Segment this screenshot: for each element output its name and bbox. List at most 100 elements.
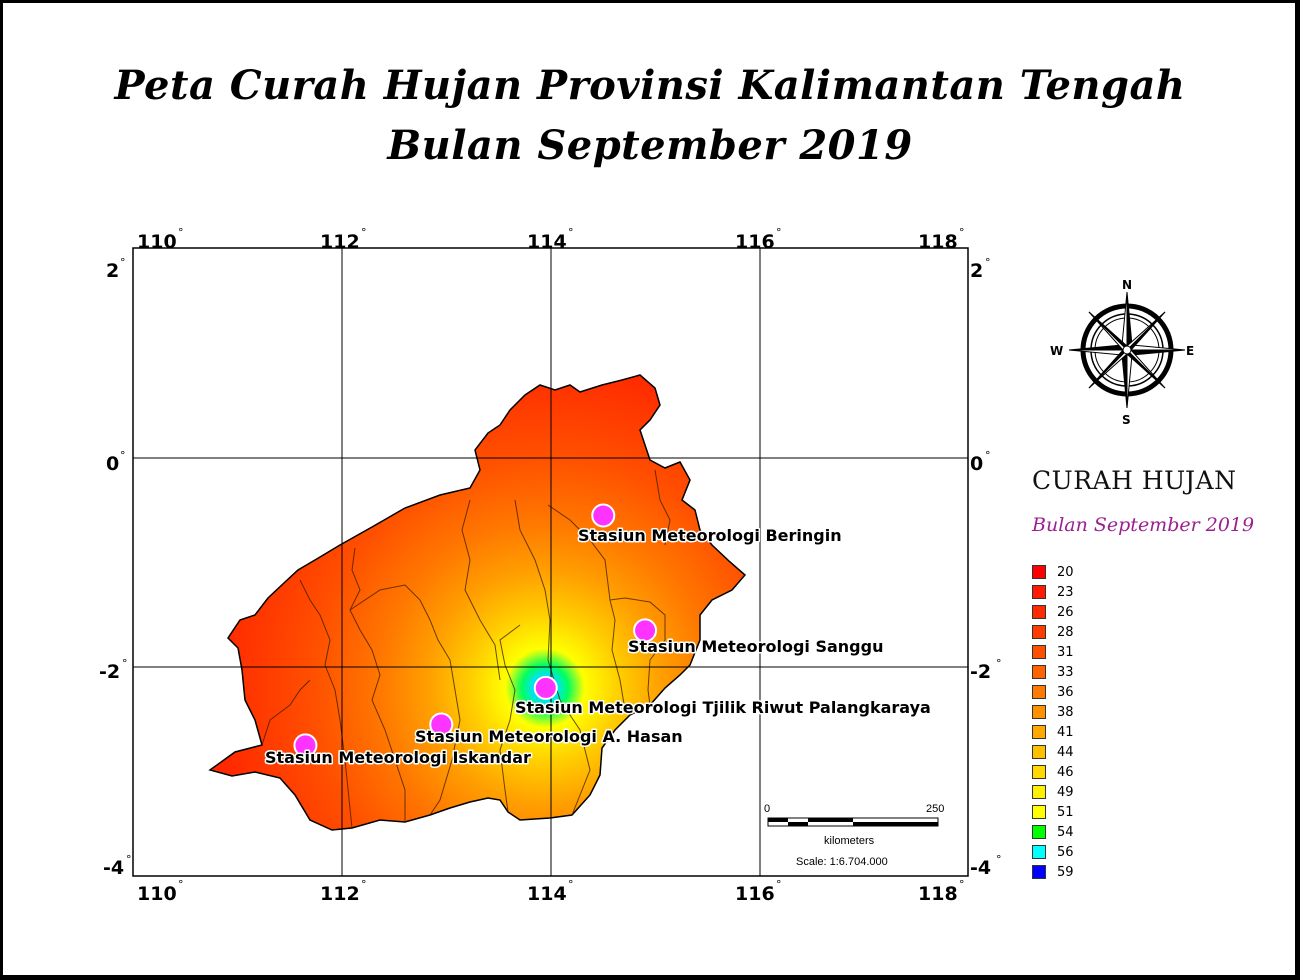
legend-label: 36: [1057, 684, 1074, 700]
legend-label: 51: [1057, 804, 1074, 820]
lat-label-right-minus2: -2: [970, 661, 991, 683]
station-label-palangkaraya: Stasiun Meteorologi Tjilik Riwut Palangk…: [515, 698, 931, 717]
legend-swatch: [1032, 605, 1046, 619]
legend-subtitle: Bulan September 2019: [1032, 514, 1255, 536]
legend-item: 41: [1032, 722, 1074, 742]
scale-text: Scale: 1:6.704.000: [796, 856, 888, 868]
lat-label-left-2: 2: [106, 260, 119, 282]
lon-degree-marks: ° ° ° ° ° ° ° ° ° °: [178, 226, 965, 891]
district-boundaries: [261, 469, 671, 829]
lon-label-top-110: 110: [137, 231, 177, 253]
svg-text:°: °: [985, 449, 991, 462]
lon-label-top-114: 114: [527, 231, 567, 253]
compass-n: N: [1122, 278, 1132, 292]
legend-item: 46: [1032, 762, 1074, 782]
station-marker: [293, 733, 318, 758]
legend-item: 38: [1032, 702, 1074, 722]
svg-text:°: °: [568, 226, 574, 239]
map-title-line-2: Bulan September 2019: [387, 122, 913, 169]
legend-label: 59: [1057, 864, 1074, 880]
station-marker: [633, 618, 658, 643]
legend-item: 36: [1032, 682, 1074, 702]
svg-text:°: °: [120, 449, 126, 462]
lon-label-bottom-116: 116: [735, 883, 775, 905]
station-marker: [591, 503, 616, 528]
legend-list: 20 23 26 28 31 33 36 38 41 44 46 49 51 54 56 59: [1032, 562, 1074, 882]
legend-swatch: [1032, 645, 1046, 659]
legend-label: 23: [1057, 584, 1074, 600]
legend-item: 23: [1032, 582, 1074, 602]
svg-text:°: °: [985, 256, 991, 269]
lon-label-bottom-114: 114: [527, 883, 567, 905]
legend-item: 31: [1032, 642, 1074, 662]
lon-label-top-118: 118: [918, 231, 958, 253]
legend-title: CURAH HUJAN: [1032, 466, 1237, 495]
svg-text:°: °: [361, 226, 367, 239]
svg-text:°: °: [996, 657, 1002, 670]
legend-label: 31: [1057, 644, 1074, 660]
legend-swatch: [1032, 725, 1046, 739]
legend-swatch: [1032, 745, 1046, 759]
station-label-a-hasan: Stasiun Meteorologi A. Hasan: [415, 727, 683, 746]
svg-text:°: °: [178, 226, 184, 239]
legend-swatch: [1032, 845, 1046, 859]
legend-swatch: [1032, 785, 1046, 799]
graticule: [133, 248, 968, 876]
legend-item: 44: [1032, 742, 1074, 762]
svg-text:°: °: [996, 853, 1002, 866]
svg-text:°: °: [776, 226, 782, 239]
svg-text:°: °: [120, 256, 126, 269]
legend-swatch: [1032, 825, 1046, 839]
station-marker: [533, 675, 558, 700]
legend-swatch: [1032, 565, 1046, 579]
legend-item: 28: [1032, 622, 1074, 642]
legend-label: 44: [1057, 744, 1074, 760]
lat-label-right-minus4: -4: [970, 857, 991, 879]
lon-label-bottom-110: 110: [137, 883, 177, 905]
lat-label-left-minus2: -2: [99, 661, 120, 683]
legend-label: 20: [1057, 564, 1074, 580]
lat-label-right-2: 2: [970, 260, 983, 282]
station-marker: [429, 712, 454, 737]
scale-bar-unit: kilometers: [824, 835, 875, 847]
station-label-beringin: Stasiun Meteorologi Beringin: [578, 526, 842, 545]
svg-text:°: °: [122, 657, 128, 670]
legend-swatch: [1032, 585, 1046, 599]
legend-item: 59: [1032, 862, 1074, 882]
legend-swatch: [1032, 805, 1046, 819]
svg-text:°: °: [776, 878, 782, 891]
svg-text:°: °: [959, 878, 965, 891]
lat-label-right-0: 0: [970, 453, 983, 475]
legend-label: 46: [1057, 764, 1074, 780]
lon-label-bottom-112: 112: [320, 883, 360, 905]
legend-swatch: [1032, 665, 1046, 679]
lat-label-left-minus4: -4: [103, 857, 124, 879]
svg-text:°: °: [126, 853, 132, 866]
svg-text:°: °: [959, 226, 965, 239]
legend-item: 51: [1032, 802, 1074, 822]
legend-item: 33: [1032, 662, 1074, 682]
legend-label: 38: [1057, 704, 1074, 720]
legend-item: 26: [1032, 602, 1074, 622]
compass-rose-icon: N S E W: [1050, 278, 1194, 427]
compass-e: E: [1186, 344, 1194, 358]
legend-item: 20: [1032, 562, 1074, 582]
legend-swatch: [1032, 685, 1046, 699]
svg-text:°: °: [568, 878, 574, 891]
legend-label: 26: [1057, 604, 1074, 620]
compass-w: W: [1050, 344, 1063, 358]
svg-text:°: °: [361, 878, 367, 891]
lat-degree-marks: ° ° ° ° ° ° ° °: [120, 256, 1002, 866]
legend-label: 33: [1057, 664, 1074, 680]
legend-swatch: [1032, 765, 1046, 779]
lat-label-left-0: 0: [106, 453, 119, 475]
scale-bar: 0 250 kilometers Scale: 1:6.704.000: [764, 803, 944, 868]
station-label-iskandar: Stasiun Meteorologi Iskandar: [265, 748, 531, 767]
legend-label: 56: [1057, 844, 1074, 860]
legend-swatch: [1032, 625, 1046, 639]
legend-item: 54: [1032, 822, 1074, 842]
scale-bar-end: 250: [926, 803, 944, 815]
province-area: [208, 374, 747, 831]
legend-label: 28: [1057, 624, 1074, 640]
